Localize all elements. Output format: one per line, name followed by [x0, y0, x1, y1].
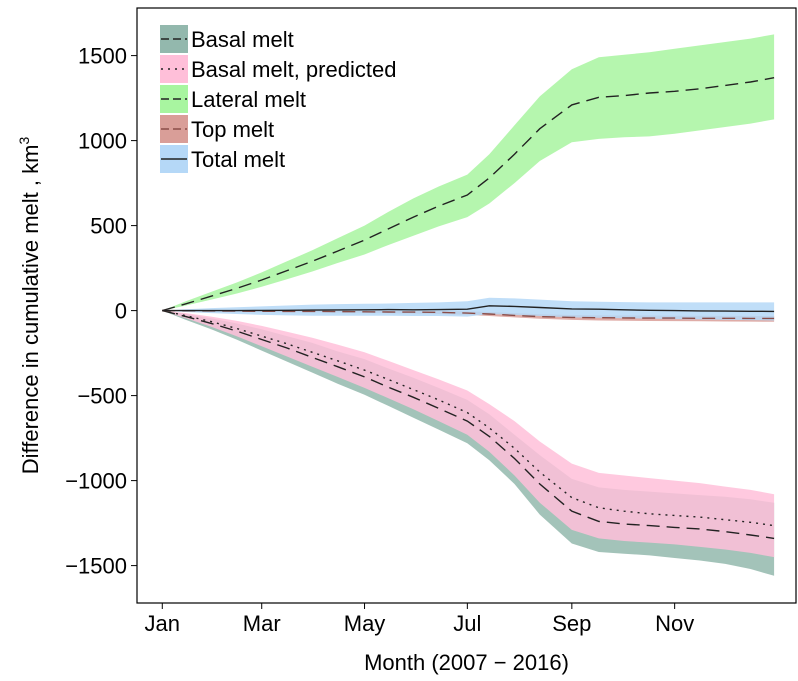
x-axis-title: Month (2007 − 2016)	[364, 650, 569, 675]
legend: Basal melt Basal melt, predicted Lateral m…	[160, 25, 396, 173]
top-melt-band	[162, 310, 775, 322]
legend-label: Top melt	[191, 117, 274, 142]
x-axis: Jan Mar May Jul Sep Nov	[145, 603, 694, 636]
series-lines	[162, 77, 775, 540]
lateral-melt-band	[162, 34, 775, 311]
y-tick-label: 500	[90, 214, 127, 239]
legend-label: Total melt	[191, 147, 285, 172]
y-tick-label: −1000	[65, 469, 127, 494]
x-tick-label: May	[344, 611, 386, 636]
y-tick-label: 0	[115, 299, 127, 324]
legend-label: Basal melt	[191, 27, 294, 52]
legend-label: Lateral melt	[191, 87, 306, 112]
y-tick-label: 1500	[78, 44, 127, 69]
legend-label: Basal melt, predicted	[191, 57, 396, 82]
y-tick-label: 1000	[78, 129, 127, 154]
x-tick-label: Nov	[655, 611, 694, 636]
uncertainty-bands	[162, 34, 775, 576]
total-melt-line	[162, 305, 775, 313]
x-tick-label: Mar	[243, 611, 281, 636]
x-tick-label: Jul	[453, 611, 481, 636]
lateral-melt-line	[162, 77, 775, 312]
basal-melt-line	[162, 309, 775, 540]
y-tick-label: −500	[77, 384, 127, 409]
plot-panel-border	[136, 7, 797, 604]
x-tick-label: Jan	[145, 611, 180, 636]
y-tick-label: −1500	[65, 554, 127, 579]
basal-melt-predicted-line	[162, 309, 775, 527]
basal-melt-predicted-band	[162, 310, 775, 558]
y-axis-title: Difference in cumulative melt , km3	[16, 137, 43, 475]
y-axis: −1500 −1000 −500 0 500 1000 1500	[65, 44, 137, 579]
x-tick-label: Sep	[552, 611, 591, 636]
top-melt-line	[162, 309, 775, 320]
